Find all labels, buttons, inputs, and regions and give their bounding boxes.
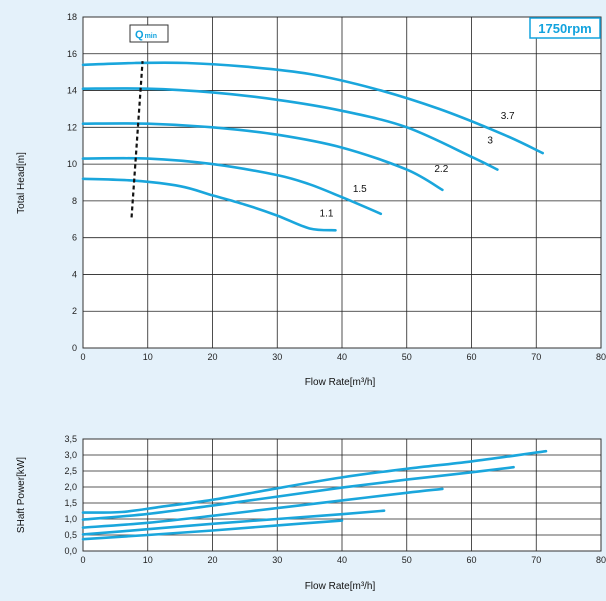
y-tick-label: 3,0 [64,450,77,460]
series-line-3.7 [81,61,544,155]
x-tick-label: 70 [531,352,541,362]
x-tick-label: 50 [402,352,412,362]
head-y-axis-label: Total Head[m] [16,152,27,214]
series-line-1.1 [81,519,344,541]
head-x-tick-labels: 0 10 20 30 40 50 60 70 80 [80,352,606,362]
series-line-2.2 [81,487,444,529]
x-tick-label: 40 [337,555,347,565]
curve-label-2.2: 2.2 [434,164,448,175]
x-tick-label: 20 [207,555,217,565]
qmin-sub-label: min [145,33,157,40]
y-tick-label: 0 [72,343,77,353]
head-x-axis-label: Flow Rate[m³/h] [305,377,376,388]
svg-text:Qmin: Qmin [135,29,157,41]
x-tick-label: 30 [272,352,282,362]
x-tick-label: 30 [272,555,282,565]
speed-box: 1750rpm [529,17,601,39]
y-tick-label: 8 [72,196,77,206]
y-tick-label: 12 [67,122,77,132]
series-line-2.2 [81,122,444,192]
curve-label-3: 3 [487,136,493,147]
x-tick-label: 60 [466,555,476,565]
y-tick-label: 10 [67,159,77,169]
head-curves [81,61,544,232]
x-tick-label: 80 [596,352,606,362]
power-x-tick-labels: 0 10 20 30 40 50 60 70 80 [80,555,606,565]
y-tick-label: 2,5 [64,466,77,476]
x-tick-label: 0 [80,555,85,565]
x-tick-label: 50 [402,555,412,565]
y-tick-label: 1,5 [64,498,77,508]
curve-label-3.7: 3.7 [501,111,515,122]
x-tick-label: 20 [207,352,217,362]
power-curves [81,449,548,541]
series-line-1.5 [81,156,383,216]
x-tick-label: 40 [337,352,347,362]
y-tick-label: 2 [72,306,77,316]
y-tick-label: 1,0 [64,514,77,524]
y-tick-label: 6 [72,233,77,243]
y-tick-label: 0,0 [64,546,77,556]
x-tick-label: 10 [143,352,153,362]
head-curve-labels: 1.1 1.5 2.2 3 3.7 [320,111,516,219]
y-tick-label: 18 [67,12,77,22]
qmin-label: Q [135,29,144,41]
power-chart: 0 10 20 30 40 50 60 70 80 0,0 0,5 1,0 1,5 2,0 2,5 3,0 3… [16,434,606,592]
series-line-1.5 [81,509,386,536]
series-line-3 [81,87,499,171]
y-tick-label: 2,0 [64,482,77,492]
head-chart: 0 10 20 30 40 50 60 70 80 0 2 4 6 8 10 12 14 16 18 1.1 1.5… [16,12,606,388]
y-tick-label: 16 [67,49,77,59]
y-tick-label: 0,5 [64,530,77,540]
qmin-line [130,61,144,218]
y-tick-label: 3,5 [64,434,77,444]
curve-label-1.1: 1.1 [320,208,334,219]
y-tick-label: 4 [72,269,77,279]
x-tick-label: 70 [531,555,541,565]
series-line-3.7 [81,449,548,514]
y-tick-label: 14 [67,86,77,96]
series-line-1.1 [81,177,337,232]
power-gridlines [83,439,601,551]
power-y-tick-labels: 0,0 0,5 1,0 1,5 2,0 2,5 3,0 3,5 [64,434,77,556]
curve-label-1.5: 1.5 [353,184,367,195]
power-y-axis-label: SHaft Power[kW] [16,457,27,533]
power-x-axis-label: Flow Rate[m³/h] [305,581,376,592]
x-tick-label: 60 [466,352,476,362]
qmin-box: Qmin [129,24,169,43]
x-tick-label: 0 [80,352,85,362]
head-y-tick-labels: 0 2 4 6 8 10 12 14 16 18 [67,12,77,353]
x-tick-label: 80 [596,555,606,565]
series-line-3 [81,465,515,521]
x-tick-label: 10 [143,555,153,565]
speed-label: 1750rpm [538,21,591,36]
